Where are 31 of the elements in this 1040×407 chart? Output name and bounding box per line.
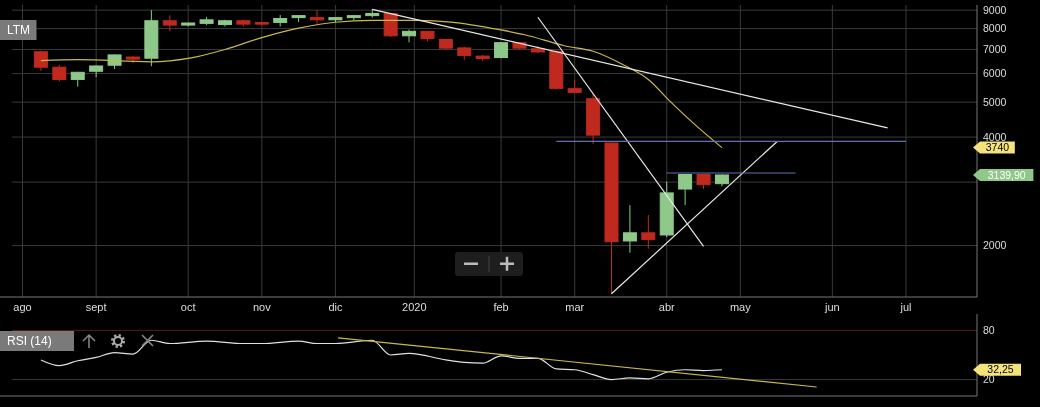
x-tick-label: dic [328, 301, 343, 313]
y-tick-label: 80 [983, 324, 995, 337]
x-tick-label: oct [180, 301, 196, 313]
text: RSI (14) [7, 334, 52, 349]
y-tick-label: 5000 [983, 95, 1007, 108]
y-tick-label: 4000 [983, 130, 1007, 143]
y-tick-label: 7000 [983, 43, 1007, 56]
text: 3139,90 [987, 168, 1026, 181]
x-tick-label: jun [824, 301, 840, 313]
text: 32,25 [987, 363, 1014, 376]
x-tick-label: sept [85, 301, 107, 313]
x-tick-label: nov [252, 301, 272, 313]
candlestick [622, 204, 637, 254]
y-tick-label: 6000 [983, 67, 1007, 80]
y-tick-label: 20 [983, 373, 995, 386]
candlestick [678, 173, 693, 206]
candlestick [310, 9, 325, 25]
candlestick [402, 29, 417, 43]
y-tick-label: 9000 [983, 3, 1007, 16]
x-tick-label: abr [658, 301, 676, 313]
x-tick-label: jul [899, 301, 912, 313]
x-tick-label: feb [493, 301, 509, 313]
candlestick [641, 214, 656, 250]
x-tick-label: 2020 [402, 301, 427, 313]
x-tick-label: may [729, 301, 752, 313]
x-tick-label: mar [565, 301, 585, 313]
y-tick-label: 8000 [983, 22, 1007, 35]
y-tick-label: 2000 [983, 239, 1007, 252]
text: LTM [7, 23, 31, 38]
text: 3740 [985, 141, 1010, 154]
x-tick-label: ago [13, 301, 32, 313]
